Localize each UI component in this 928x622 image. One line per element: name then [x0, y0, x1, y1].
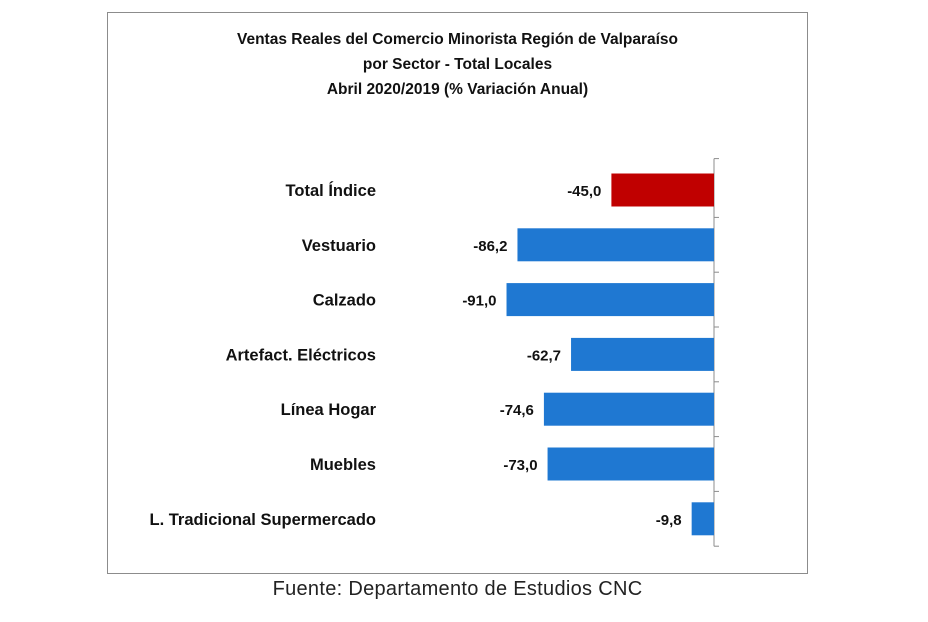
data-label: -73,0 [503, 457, 537, 474]
bar [691, 502, 714, 536]
bar [506, 283, 714, 317]
category-label: Vestuario [302, 237, 376, 255]
category-label: Total Índice [286, 181, 376, 200]
data-label: -9,8 [656, 512, 682, 529]
category-label: Artefact. Eléctricos [226, 346, 376, 364]
chart-subtitle-2: Abril 2020/2019 (% Variación Anual) [326, 81, 589, 98]
chart-title-block: Ventas Reales del Comercio Minorista Reg… [107, 27, 808, 102]
data-label: -62,7 [527, 347, 561, 364]
chart-subtitle-1: por Sector - Total Locales [362, 56, 553, 73]
data-label: -45,0 [567, 183, 601, 200]
bar [547, 447, 714, 481]
category-label: L. Tradicional Supermercado [150, 511, 376, 529]
category-label: Muebles [310, 456, 376, 474]
bar [517, 228, 714, 262]
category-label: Calzado [313, 292, 376, 310]
data-label: -74,6 [500, 402, 534, 419]
category-label: Línea Hogar [281, 401, 377, 419]
bar [571, 337, 714, 371]
bar [611, 173, 714, 207]
data-label: -86,2 [473, 238, 507, 255]
bar [543, 392, 714, 426]
chart-title: Ventas Reales del Comercio Minorista Reg… [236, 31, 679, 48]
source-note: Fuente: Departamento de Estudios CNC [272, 578, 643, 600]
data-label: -91,0 [462, 293, 496, 310]
